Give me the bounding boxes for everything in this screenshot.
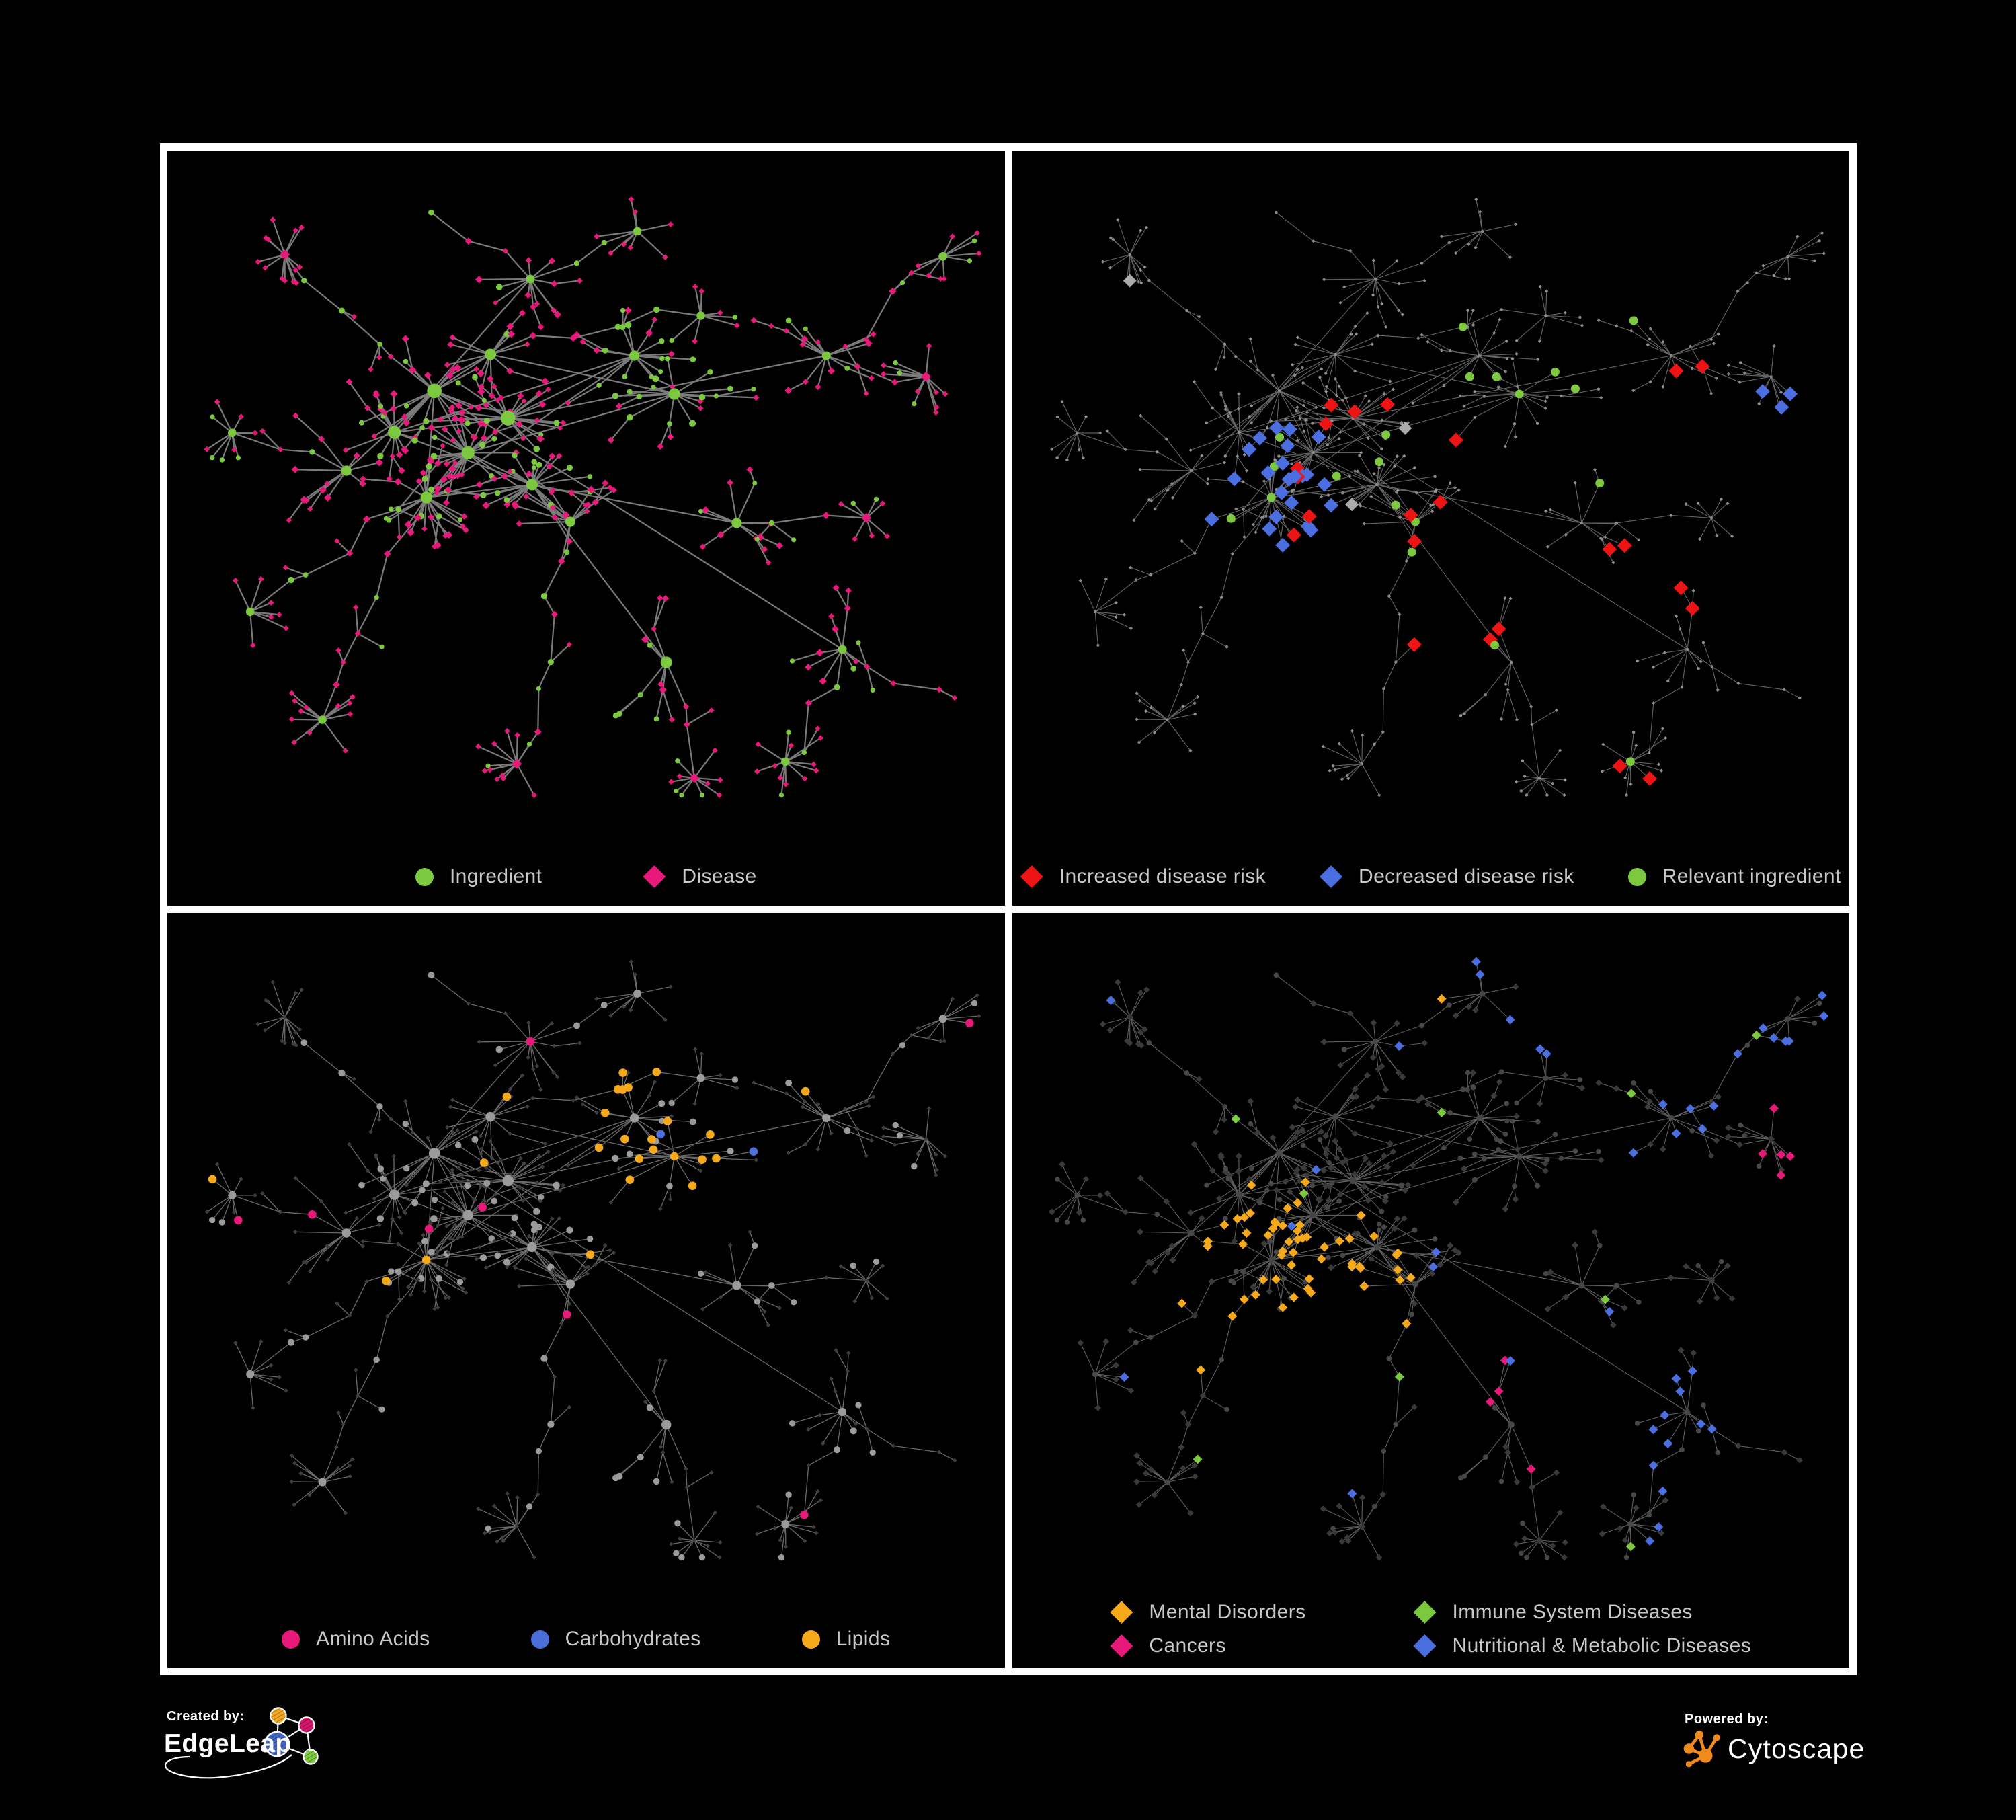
legend-label: Carbohydrates bbox=[565, 1628, 701, 1650]
decreased-risk-diamond-swatch bbox=[1320, 865, 1343, 888]
disease-risk-network-graph bbox=[1049, 197, 1826, 797]
legend-item-disease: Disease bbox=[643, 865, 756, 888]
legend-label: Amino Acids bbox=[316, 1628, 430, 1650]
immune-diseases-diamond-swatch bbox=[1413, 1601, 1437, 1624]
legend-item-relevant-ingredient: Relevant ingredient bbox=[1627, 865, 1841, 888]
ingredient-disease-legend: Ingredient Disease bbox=[167, 865, 1005, 888]
panels-grid: Ingredient Disease Increased disease ris… bbox=[160, 143, 1857, 1675]
cytoscape-credit: Powered by: Cytoscape bbox=[1675, 1708, 1890, 1782]
edgeleap-wordmark: EdgeLeap bbox=[164, 1729, 292, 1758]
legend-item-amino-acids: Amino Acids bbox=[282, 1628, 430, 1651]
disease-risk-legend: Increased disease risk Decreased disease… bbox=[1012, 865, 1850, 888]
legend-label: Disease bbox=[682, 865, 757, 887]
legend-item-cancers: Cancers bbox=[1110, 1634, 1305, 1657]
legend-label: Cancers bbox=[1149, 1634, 1226, 1657]
legend-item-carbohydrates: Carbohydrates bbox=[530, 1628, 701, 1651]
cancers-diamond-swatch bbox=[1110, 1634, 1133, 1657]
panel-disease-risk: Increased disease risk Decreased disease… bbox=[1012, 151, 1850, 906]
ingredient-disease-network-graph bbox=[204, 196, 982, 798]
legend-label: Decreased disease risk bbox=[1359, 865, 1574, 887]
legend-item-ingredient: Ingredient bbox=[415, 865, 542, 888]
legend-label: Immune System Diseases bbox=[1452, 1601, 1693, 1623]
cytoscape-logo bbox=[1683, 1731, 1720, 1768]
increased-risk-diamond-swatch bbox=[1020, 865, 1043, 888]
disease-diamond-swatch bbox=[643, 865, 666, 888]
legend-item-decreased-risk: Decreased disease risk bbox=[1320, 865, 1574, 888]
created-by-label: Created by: bbox=[167, 1709, 245, 1724]
legend-item-mental-disorders: Mental Disorders bbox=[1110, 1601, 1305, 1624]
carbohydrates-circle-swatch bbox=[530, 1630, 549, 1649]
relevant-ingredient-circle-swatch bbox=[1627, 867, 1646, 886]
legend-item-immune-system-diseases: Immune System Diseases bbox=[1413, 1601, 1752, 1624]
legend-item-lipids: Lipids bbox=[801, 1628, 891, 1651]
disease-category-legend: Mental Disorders Immune System Diseases … bbox=[1012, 1601, 1850, 1657]
edgeleap-credit: Created by: EdgeLeap bbox=[160, 1704, 341, 1791]
legend-item-nutritional-metabolic: Nutritional & Metabolic Diseases bbox=[1413, 1634, 1752, 1657]
powered-by-label: Powered by: bbox=[1685, 1712, 1769, 1727]
cytoscape-wordmark: Cytoscape bbox=[1728, 1733, 1865, 1764]
disease-category-network-graph bbox=[1048, 957, 1828, 1561]
panel-disease-categories: Mental Disorders Immune System Diseases … bbox=[1012, 913, 1850, 1668]
panel-ingredient-disease: Ingredient Disease bbox=[167, 151, 1005, 906]
amino-acids-circle-swatch bbox=[282, 1630, 300, 1649]
nutritional-metabolic-diamond-swatch bbox=[1413, 1634, 1437, 1657]
cytoscape-logo-nodes bbox=[1683, 1731, 1720, 1768]
legend-label: Increased disease risk bbox=[1059, 865, 1266, 887]
nutrient-class-legend: Amino Acids Carbohydrates Lipids bbox=[167, 1628, 1005, 1651]
ingredient-circle-swatch bbox=[415, 867, 434, 886]
mental-disorders-diamond-swatch bbox=[1110, 1601, 1133, 1624]
legend-label: Ingredient bbox=[449, 865, 542, 887]
legend-label: Lipids bbox=[836, 1628, 891, 1650]
legend-label: Relevant ingredient bbox=[1662, 865, 1841, 887]
legend-item-increased-risk: Increased disease risk bbox=[1020, 865, 1266, 888]
legend-label: Mental Disorders bbox=[1149, 1601, 1306, 1623]
panel-nutrient-classes: Amino Acids Carbohydrates Lipids bbox=[167, 913, 1005, 1668]
nutrient-class-network-graph bbox=[204, 959, 981, 1561]
lipids-circle-swatch bbox=[801, 1630, 820, 1649]
legend-label: Nutritional & Metabolic Diseases bbox=[1452, 1634, 1752, 1657]
